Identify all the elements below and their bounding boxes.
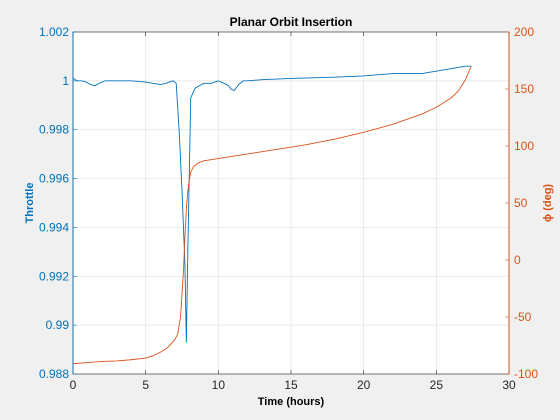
x-tick-label: 25 xyxy=(430,378,444,392)
x-tick-label: 15 xyxy=(284,378,298,392)
throttle-series-line xyxy=(72,65,472,343)
y-tick-label-left: 0.988 xyxy=(39,367,69,381)
y-axis-label-right: ϕ (deg) xyxy=(542,184,554,223)
y-tick-label-right: 100 xyxy=(514,139,534,153)
y-tick-label-left: 0.998 xyxy=(39,123,69,137)
x-tick-label: 20 xyxy=(357,378,371,392)
y-axis-label-left: Throttle xyxy=(24,183,36,224)
y-tick-label-left: 0.99 xyxy=(46,318,70,332)
y-tick-label-right: -100 xyxy=(514,367,538,381)
y-tick-label-left: 0.992 xyxy=(39,269,69,283)
ticks xyxy=(72,31,510,375)
y-tick-label-left: 1 xyxy=(62,74,69,88)
x-tick-label: 0 xyxy=(70,378,77,392)
chart-title: Planar Orbit Insertion xyxy=(230,15,353,29)
tick-labels: 0 5 10 15 20 25 300.9880.990.9920.9940.9960.99… xyxy=(39,25,538,392)
x-tick-label: 10 xyxy=(212,378,226,392)
y-tick-label-right: 200 xyxy=(514,25,534,39)
y-tick-label-left: 1.002 xyxy=(39,25,69,39)
x-tick-label: 30 xyxy=(502,378,516,392)
y-tick-label-right: 0 xyxy=(514,253,521,267)
series-lines xyxy=(72,65,472,365)
x-axis-label: Time (hours) xyxy=(258,396,325,408)
y-tick-label-right: -50 xyxy=(514,310,532,324)
phi-series-line xyxy=(72,66,472,365)
y-tick-label-left: 0.996 xyxy=(39,172,69,186)
y-tick-label-left: 0.994 xyxy=(39,220,69,234)
y-tick-label-right: 50 xyxy=(514,196,528,210)
y-tick-label-right: 150 xyxy=(514,82,534,96)
x-tick-label: 5 xyxy=(142,378,149,392)
